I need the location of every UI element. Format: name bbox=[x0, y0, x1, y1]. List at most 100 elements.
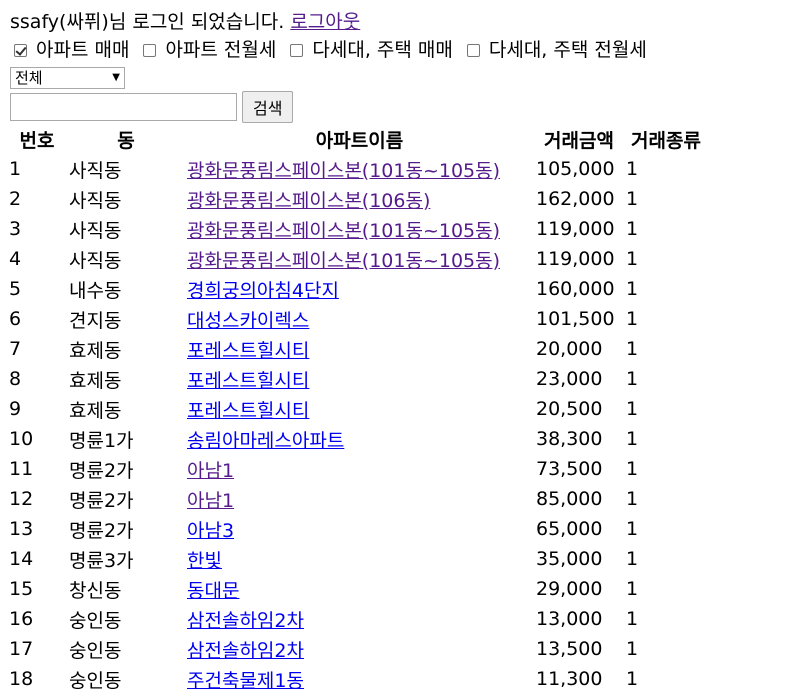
cell-apt-name: 광화문풍림스페이스본(106동) bbox=[185, 184, 534, 214]
cell-number: 16 bbox=[9, 608, 34, 630]
filter-house-rent[interactable]: 다세대, 주택 전월세 bbox=[463, 36, 647, 64]
cell-amount: 29,000 bbox=[536, 578, 603, 600]
apt-name-link[interactable]: 아남1 bbox=[187, 489, 235, 512]
cell-apt-name: 주건축물제1동 bbox=[185, 664, 534, 694]
cell-dong: 명륜2가 bbox=[69, 489, 134, 512]
cell-number: 14 bbox=[9, 548, 34, 570]
deal-type-filters: 아파트 매매 아파트 전월세 다세대, 주택 매매 다세대, 주택 전월세 bbox=[10, 36, 785, 64]
checkbox-apt-sale[interactable] bbox=[14, 43, 27, 57]
filter-house-sale[interactable]: 다세대, 주택 매매 bbox=[286, 36, 453, 64]
login-message: ssafy(싸퓌)님 로그인 되었습니다. bbox=[10, 11, 285, 33]
search-category-select[interactable]: 전체 ▼ bbox=[10, 66, 125, 89]
cell-deal-type: 1 bbox=[626, 188, 639, 210]
cell-number: 4 bbox=[9, 248, 22, 270]
checkbox-house-rent[interactable] bbox=[466, 43, 480, 57]
filter-label: 다세대, 주택 매매 bbox=[312, 39, 453, 61]
deals-table: 번호 동 아파트이름 거래금액 거래종류 1 사직동 광화문풍림스페이스본(101동… bbox=[7, 124, 708, 694]
cell-dong: 사직동 bbox=[69, 159, 122, 182]
select-value: 전체 bbox=[15, 69, 43, 87]
table-row: 12 명륜2가 아남1 85,000 1 bbox=[7, 484, 708, 514]
cell-amount: 162,000 bbox=[536, 188, 615, 210]
cell-deal-type: 1 bbox=[626, 398, 639, 420]
cell-amount: 85,000 bbox=[536, 488, 603, 510]
header-apt-name: 아파트이름 bbox=[315, 129, 404, 152]
apt-name-link[interactable]: 대성스카이렉스 bbox=[187, 309, 310, 332]
cell-deal-type: 1 bbox=[626, 338, 639, 360]
cell-apt-name: 삼전솔하임2차 bbox=[185, 634, 534, 664]
search-input[interactable] bbox=[10, 93, 237, 121]
cell-number: 7 bbox=[9, 338, 22, 360]
cell-apt-name: 대성스카이렉스 bbox=[185, 304, 534, 334]
apt-name-link[interactable]: 동대문 bbox=[187, 579, 240, 602]
cell-amount: 119,000 bbox=[536, 248, 615, 270]
cell-dong: 사직동 bbox=[69, 249, 122, 272]
filter-apt-sale[interactable]: 아파트 매매 bbox=[10, 36, 129, 64]
checkbox-house-sale[interactable] bbox=[290, 43, 304, 57]
apt-name-link[interactable]: 삼전솔하임2차 bbox=[187, 639, 304, 662]
cell-number: 8 bbox=[9, 368, 22, 390]
cell-amount: 20,000 bbox=[536, 338, 603, 360]
apt-name-link[interactable]: 포레스트힐시티 bbox=[187, 369, 310, 392]
cell-dong: 명륜2가 bbox=[69, 459, 134, 482]
apt-name-link[interactable]: 광화문풍림스페이스본(106동) bbox=[187, 189, 431, 212]
search-button[interactable]: 검색 bbox=[242, 91, 294, 123]
cell-apt-name: 아남1 bbox=[185, 454, 534, 484]
cell-deal-type: 1 bbox=[626, 668, 639, 690]
checkbox-apt-rent[interactable] bbox=[143, 43, 157, 57]
cell-number: 15 bbox=[9, 578, 34, 600]
logout-link[interactable]: 로그아웃 bbox=[290, 11, 361, 33]
cell-amount: 119,000 bbox=[536, 218, 615, 240]
cell-dong: 명륜2가 bbox=[69, 519, 134, 542]
cell-deal-type: 1 bbox=[626, 278, 639, 300]
apt-name-link[interactable]: 경희궁의아침4단지 bbox=[187, 279, 339, 302]
table-row: 1 사직동 광화문풍림스페이스본(101동~105동) 105,000 1 bbox=[7, 154, 708, 184]
apt-name-link[interactable]: 아남1 bbox=[187, 459, 235, 482]
cell-dong: 효제동 bbox=[69, 399, 122, 422]
cell-apt-name: 포레스트힐시티 bbox=[185, 364, 534, 394]
cell-deal-type: 1 bbox=[626, 308, 639, 330]
cell-apt-name: 광화문풍림스페이스본(101동~105동) bbox=[185, 244, 534, 274]
cell-amount: 23,000 bbox=[536, 368, 603, 390]
cell-deal-type: 1 bbox=[626, 368, 639, 390]
cell-dong: 숭인동 bbox=[69, 639, 122, 662]
cell-dong: 효제동 bbox=[69, 339, 122, 362]
cell-deal-type: 1 bbox=[626, 518, 639, 540]
table-row: 15 창신동 동대문 29,000 1 bbox=[7, 574, 708, 604]
cell-amount: 35,000 bbox=[536, 548, 603, 570]
table-row: 4 사직동 광화문풍림스페이스본(101동~105동) 119,000 1 bbox=[7, 244, 708, 274]
cell-apt-name: 송림아마레스아파트 bbox=[185, 424, 534, 454]
table-row: 16 숭인동 삼전솔하임2차 13,000 1 bbox=[7, 604, 708, 634]
cell-number: 11 bbox=[9, 458, 34, 480]
apt-name-link[interactable]: 광화문풍림스페이스본(101동~105동) bbox=[187, 249, 501, 272]
cell-number: 10 bbox=[9, 428, 34, 450]
cell-deal-type: 1 bbox=[626, 638, 639, 660]
cell-apt-name: 포레스트힐시티 bbox=[185, 334, 534, 364]
cell-dong: 내수동 bbox=[69, 279, 122, 302]
cell-dong: 명륜3가 bbox=[69, 549, 134, 572]
filter-apt-rent[interactable]: 아파트 전월세 bbox=[139, 36, 276, 64]
table-row: 6 견지동 대성스카이렉스 101,500 1 bbox=[7, 304, 708, 334]
apt-name-link[interactable]: 주건축물제1동 bbox=[187, 669, 304, 692]
apt-name-link[interactable]: 송림아마레스아파트 bbox=[187, 429, 345, 452]
cell-dong: 창신동 bbox=[69, 579, 122, 602]
apt-name-link[interactable]: 광화문풍림스페이스본(101동~105동) bbox=[187, 219, 501, 242]
cell-deal-type: 1 bbox=[626, 218, 639, 240]
header-number: 번호 bbox=[19, 129, 55, 152]
cell-dong: 사직동 bbox=[69, 219, 122, 242]
apt-name-link[interactable]: 삼전솔하임2차 bbox=[187, 609, 304, 632]
cell-apt-name: 아남3 bbox=[185, 514, 534, 544]
header-dong: 동 bbox=[117, 129, 135, 152]
apt-name-link[interactable]: 포레스트힐시티 bbox=[187, 339, 310, 362]
cell-amount: 101,500 bbox=[536, 308, 615, 330]
apt-name-link[interactable]: 아남3 bbox=[187, 519, 235, 542]
cell-deal-type: 1 bbox=[626, 578, 639, 600]
cell-amount: 105,000 bbox=[536, 158, 615, 180]
cell-deal-type: 1 bbox=[626, 428, 639, 450]
apt-name-link[interactable]: 광화문풍림스페이스본(101동~105동) bbox=[187, 159, 501, 182]
cell-number: 17 bbox=[9, 638, 34, 660]
apt-name-link[interactable]: 한빛 bbox=[187, 549, 222, 572]
cell-apt-name: 동대문 bbox=[185, 574, 534, 604]
cell-amount: 65,000 bbox=[536, 518, 603, 540]
apt-name-link[interactable]: 포레스트힐시티 bbox=[187, 399, 310, 422]
table-row: 3 사직동 광화문풍림스페이스본(101동~105동) 119,000 1 bbox=[7, 214, 708, 244]
